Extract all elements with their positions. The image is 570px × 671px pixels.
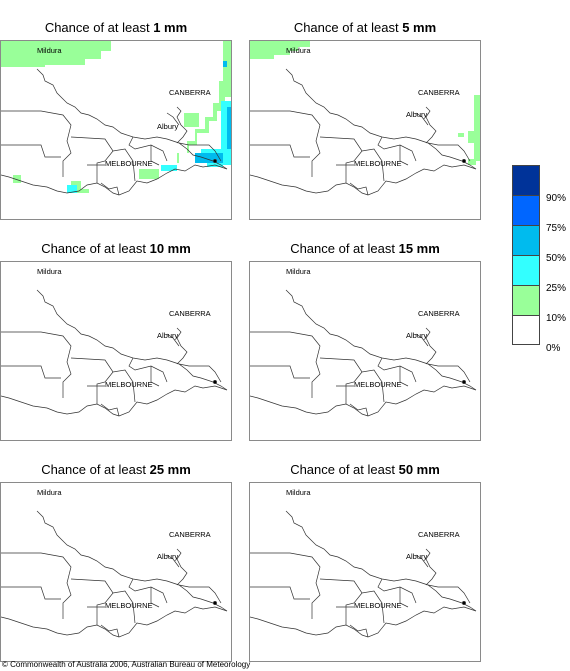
rain-map-10mm: Mildura CANBERRA Albury MELBOURNE (1, 267, 228, 417)
borders (1, 68, 228, 196)
city-label-melbourne: MELBOURNE (105, 380, 153, 389)
city-label-albury: Albury (406, 331, 428, 340)
map-25mm: Mildura CANBERRA Albury MELBOURNE (0, 482, 232, 662)
panel-title-25mm: Chance of at least 25 mm (41, 462, 191, 477)
borders (1, 510, 228, 638)
city-label-canberra: CANBERRA (418, 88, 460, 97)
city-label-canberra: CANBERRA (418, 530, 460, 539)
city-label-melbourne: MELBOURNE (105, 601, 153, 610)
rain-map-25mm: Mildura CANBERRA Albury MELBOURNE (1, 488, 228, 638)
legend-swatch-10-25 (512, 285, 540, 315)
city-label-canberra: CANBERRA (418, 309, 460, 318)
city-label-melbourne: MELBOURNE (105, 159, 153, 168)
legend-label-75: 75% (546, 223, 567, 234)
borders (250, 68, 477, 196)
city-label-mildura: Mildura (286, 267, 311, 276)
legend-label-25: 25% (546, 283, 567, 294)
city-label-albury: Albury (157, 122, 179, 131)
legend-label-10: 10% (546, 313, 567, 324)
legend-swatch-75-90 (512, 195, 540, 225)
rain-map-5mm: Mildura CANBERRA Albury MELBOURNE (250, 41, 480, 196)
borders (1, 289, 228, 417)
city-label-canberra: CANBERRA (169, 88, 211, 97)
city-label-mildura: Mildura (286, 488, 311, 497)
city-label-mildura: Mildura (37, 267, 62, 276)
map-5mm: Mildura CANBERRA Albury MELBOURNE (249, 40, 481, 220)
borders (250, 510, 477, 638)
legend-swatch-0-10 (512, 315, 540, 345)
city-label-albury: Albury (157, 552, 179, 561)
map-50mm: Mildura CANBERRA Albury MELBOURNE (249, 482, 481, 662)
rain-map-1mm: Mildura CANBERRA Albury MELBOURNE (1, 41, 231, 196)
legend-label-90: 90% (546, 193, 567, 204)
map-1mm: Mildura CANBERRA Albury MELBOURNE (0, 40, 232, 220)
legend-swatch-90-100 (512, 165, 540, 195)
probability-shading (1, 41, 231, 193)
city-label-melbourne: MELBOURNE (354, 380, 402, 389)
city-label-melbourne: MELBOURNE (354, 601, 402, 610)
city-label-mildura: Mildura (286, 46, 311, 55)
city-label-mildura: Mildura (37, 488, 62, 497)
city-label-canberra: CANBERRA (169, 309, 211, 318)
panel-title-1mm: Chance of at least 1 mm (44, 20, 188, 35)
probability-shading (250, 41, 480, 165)
legend-label-50: 50% (546, 253, 567, 264)
panel-title-15mm: Chance of at least 15 mm (290, 241, 440, 256)
rain-map-15mm: Mildura CANBERRA Albury MELBOURNE (250, 267, 477, 417)
city-label-albury: Albury (406, 552, 428, 561)
legend-swatch-50-75 (512, 225, 540, 255)
city-label-canberra: CANBERRA (169, 530, 211, 539)
borders (250, 289, 477, 417)
map-15mm: Mildura CANBERRA Albury MELBOURNE (249, 261, 481, 441)
copyright-notice: © Commonwealth of Australia 2006, Austra… (2, 660, 251, 669)
city-label-albury: Albury (406, 110, 428, 119)
legend-label-0: 0% (546, 343, 561, 354)
probability-legend (512, 165, 540, 345)
panel-title-10mm: Chance of at least 10 mm (41, 241, 191, 256)
city-label-mildura: Mildura (37, 46, 62, 55)
map-10mm: Mildura CANBERRA Albury MELBOURNE (0, 261, 232, 441)
city-label-melbourne: MELBOURNE (354, 159, 402, 168)
panel-title-5mm: Chance of at least 5 mm (293, 20, 437, 35)
panel-title-50mm: Chance of at least 50 mm (290, 462, 440, 477)
rain-map-50mm: Mildura CANBERRA Albury MELBOURNE (250, 488, 477, 638)
legend-swatch-25-50 (512, 255, 540, 285)
city-label-albury: Albury (157, 331, 179, 340)
